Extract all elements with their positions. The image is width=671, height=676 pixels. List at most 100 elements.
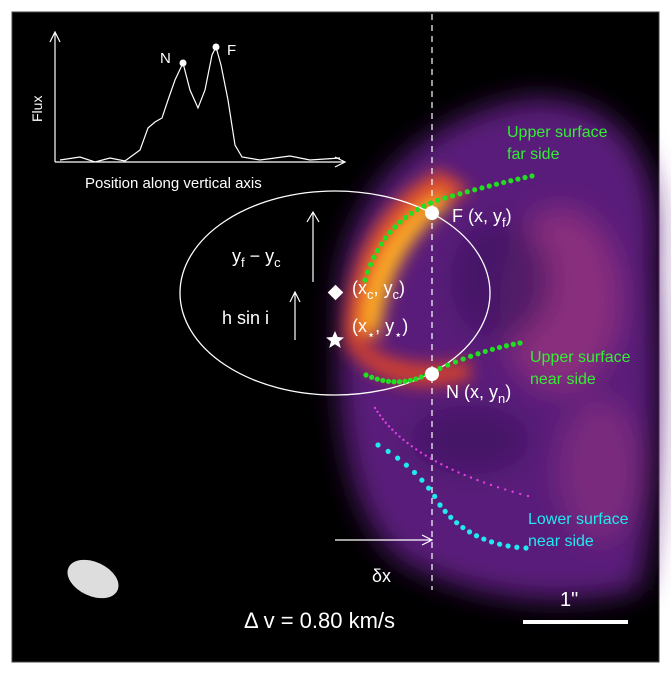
tracer-dot — [365, 269, 371, 275]
lower-near-label: Lower surface near side — [528, 511, 629, 550]
tracer-dot — [421, 203, 427, 209]
tracer-dot — [519, 492, 522, 496]
sub: f — [241, 255, 245, 270]
tracer-dot — [419, 477, 425, 483]
tracer-dot — [402, 438, 405, 442]
tracer-dot — [410, 445, 414, 448]
sub: c — [393, 287, 400, 302]
tracer-dot — [460, 524, 466, 531]
tracer-dot — [468, 353, 474, 359]
sub: ⋆ — [367, 327, 375, 342]
tracer-dot — [442, 195, 448, 201]
tracer-dot — [510, 341, 516, 347]
tracer-dot — [505, 543, 511, 549]
tracer-dot — [383, 235, 389, 241]
tracer-dot — [488, 539, 495, 545]
arrows — [289, 210, 434, 546]
tracer-dot — [368, 261, 374, 268]
tracer-dot — [387, 229, 393, 235]
tracer-dot — [362, 277, 368, 283]
tracer-dot — [426, 485, 432, 491]
velocity-label: Δ v = 0.80 km/s — [244, 608, 395, 633]
tracer-dot — [475, 351, 481, 357]
text: (x — [352, 316, 367, 336]
sub: ⋆ — [394, 327, 402, 342]
height-diff-label: yf − yc — [232, 246, 281, 270]
line: near side — [528, 533, 594, 550]
tracer-dot — [381, 417, 385, 421]
tracer-dot — [504, 488, 507, 491]
text: N — [446, 382, 459, 402]
tracer-dot — [411, 469, 418, 476]
tracer-dot — [466, 529, 473, 535]
tracer-dot — [402, 378, 408, 384]
peak-n-dot — [179, 59, 187, 67]
tracer-dot — [517, 340, 523, 346]
tracer-dot — [414, 206, 421, 213]
tracer-dot — [464, 189, 470, 195]
tracer-dot — [373, 406, 377, 410]
tracer-dot — [408, 210, 415, 216]
line: near side — [530, 371, 596, 388]
tracer-dot — [392, 224, 398, 230]
tracer-dot — [522, 174, 528, 181]
tracer-dot — [398, 435, 401, 438]
scale-label: 1" — [560, 589, 578, 611]
line: Upper surface — [530, 349, 631, 366]
text: (x, y — [464, 382, 498, 402]
tracer-dot — [380, 377, 386, 384]
line: Upper surface — [507, 124, 608, 141]
tracer-dot — [529, 173, 535, 179]
ring-ellipse — [179, 190, 491, 396]
tracer-dot — [378, 241, 385, 247]
tracer-dot — [413, 376, 419, 382]
tracer-dot — [508, 178, 514, 184]
tracer-dot — [371, 254, 377, 260]
tracer-dot — [374, 376, 380, 382]
text: ) — [402, 316, 408, 336]
tracer-dot — [437, 365, 443, 372]
tracer-dot — [454, 520, 460, 526]
text: ) — [505, 382, 511, 402]
tracer-dot — [514, 544, 520, 550]
text: , y — [374, 278, 393, 298]
text: (x, y — [468, 206, 502, 226]
tracer-dot — [496, 486, 500, 489]
tracer-dot — [493, 181, 500, 187]
tracer-dot — [395, 455, 401, 461]
tracer-dot — [375, 442, 381, 448]
tracer-dot — [397, 219, 403, 225]
tracer-dot — [452, 359, 459, 365]
inset-y-label: Flux — [29, 96, 45, 122]
tracer-dot — [476, 478, 479, 482]
tracer-dot — [384, 421, 388, 424]
tracer-dot — [482, 348, 488, 355]
tracer-dot — [403, 462, 410, 468]
tracer-dot — [394, 431, 398, 435]
tracer-dot — [374, 247, 381, 254]
tracer-dot — [378, 414, 382, 417]
tracer-dot — [489, 346, 496, 352]
point-f-label: F (x, yf) — [452, 206, 512, 230]
tracer-dot — [442, 508, 448, 515]
tracer-dot — [460, 356, 466, 362]
upper-near-label: Upper surface near side — [530, 349, 631, 388]
tracer-dot — [497, 541, 503, 547]
tracer-dot — [463, 473, 466, 477]
tracer-dot — [369, 374, 375, 380]
tracer-dot — [391, 428, 394, 431]
tracer-dot — [511, 490, 514, 493]
text: ) — [399, 278, 405, 298]
tracer-dot — [457, 471, 460, 474]
tracer-dot — [440, 463, 443, 466]
tracer-dot — [387, 425, 391, 428]
sub: c — [274, 255, 281, 270]
tracer-dot — [473, 533, 480, 539]
upper-far-label: Upper surface far side — [507, 124, 608, 163]
inset-x-label: Position along vertical axis — [85, 175, 262, 192]
tracer-dot — [396, 379, 403, 385]
tracer-dot — [486, 183, 492, 189]
point-n — [425, 367, 439, 381]
line: far side — [507, 146, 560, 163]
